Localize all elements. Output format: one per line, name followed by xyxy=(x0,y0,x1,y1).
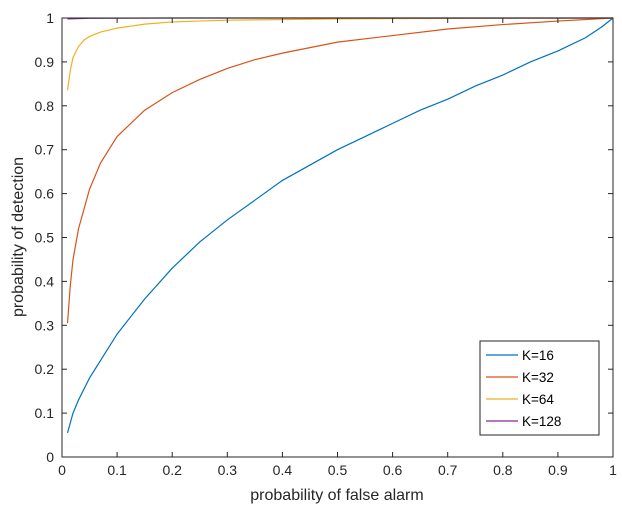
y-axis-label: probability of detection xyxy=(10,157,27,317)
x-tick-label: 0.2 xyxy=(162,462,182,478)
y-tick-label: 0.8 xyxy=(35,98,55,114)
x-tick-label: 0 xyxy=(58,462,66,478)
x-tick-label: 1 xyxy=(609,462,617,478)
legend: K=16 K=32 K=64 K=128 xyxy=(480,341,599,435)
legend-label: K=32 xyxy=(522,370,554,385)
legend-label: K=128 xyxy=(522,414,561,429)
legend-label: K=64 xyxy=(522,392,554,407)
x-axis-label: probability of false alarm xyxy=(250,487,423,504)
y-tick-label: 0.7 xyxy=(35,142,55,158)
y-tick-label: 0.1 xyxy=(35,405,55,421)
y-tick-label: 0.5 xyxy=(35,230,55,246)
x-tick-label: 0.4 xyxy=(273,462,293,478)
x-tick-label: 0.1 xyxy=(107,462,127,478)
legend-label: K=16 xyxy=(522,348,554,363)
y-tick-label: 0.6 xyxy=(35,186,55,202)
y-tick-label: 0.3 xyxy=(35,317,55,333)
y-tick-label: 0.9 xyxy=(35,54,55,70)
y-tick-label: 0.4 xyxy=(35,273,55,289)
y-tick-label: 0.2 xyxy=(35,361,55,377)
x-tick-label: 0.9 xyxy=(548,462,568,478)
x-tick-label: 0.6 xyxy=(383,462,403,478)
x-tick-label: 0.8 xyxy=(493,462,513,478)
y-tick-label: 0 xyxy=(46,449,54,465)
x-tick-label: 0.5 xyxy=(328,462,348,478)
x-tick-label: 0.3 xyxy=(218,462,238,478)
y-tick-label: 1 xyxy=(46,10,54,26)
x-tick-label: 0.7 xyxy=(438,462,458,478)
